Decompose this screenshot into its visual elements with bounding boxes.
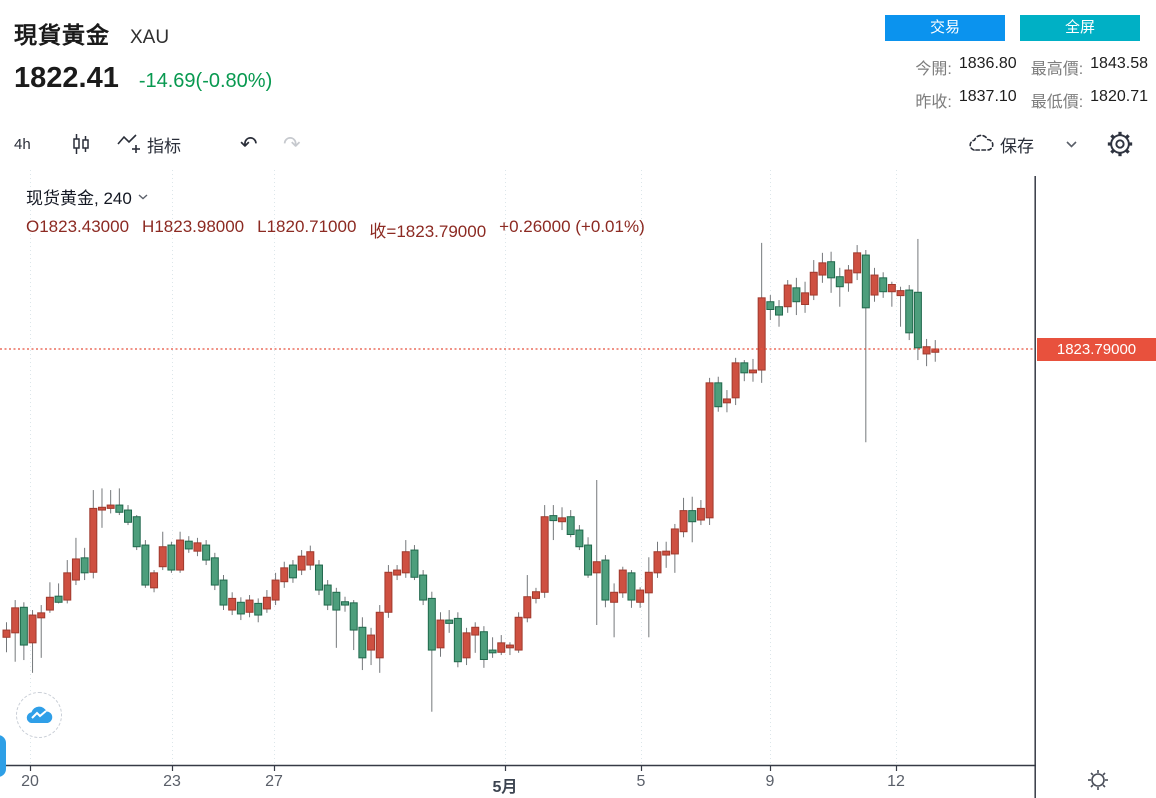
legend-series-title: 现货黄金, 240 [26,189,132,208]
chart-style-button[interactable] [72,128,91,160]
save-button[interactable]: 保存 [968,128,1034,160]
ohlc-open: O1823.43000 [26,217,130,236]
fullscreen-button[interactable]: 全屏 [1020,15,1140,41]
interval-button[interactable]: 4h [14,135,31,153]
x-axis-tick-label: 23 [163,773,181,790]
x-axis[interactable]: 20 23 27 5月 5 9 12 [0,773,1036,796]
candlestick-icon [73,134,89,154]
ohlc-close: 收=1823.79000 [369,222,487,241]
x-axis-tick-label: 9 [765,773,775,790]
chart-legend: 现货黄金, 240 [26,184,148,209]
stats-row-1: 今開: 1836.80 最高價: 1843.58 [915,55,1148,79]
symbol-header: 現貨黃金 XAU [14,16,169,50]
sun-icon [1088,770,1108,790]
chart-pane: 现货黄金, 240 O1823.43000 H1823.98000 L1820.… [0,170,1156,798]
low-label: 最低價: [1030,94,1084,111]
x-axis-tick-label: 27 [265,773,283,790]
x-axis-tick-label: 5 [636,773,646,790]
save-label: 保存 [1000,136,1034,156]
indicators-button[interactable]: 指标 [117,128,181,160]
legend-chevron-icon[interactable] [138,193,148,200]
prev-close-label: 昨收: [915,94,952,111]
current-price-axis-label: 1823.79000 [1037,338,1156,361]
ohlc-change: +0.26000 (+0.01%) [499,217,645,236]
save-menu-chevron[interactable] [1066,128,1077,160]
indicators-label: 指标 [147,136,181,156]
cloud-chart-icon [26,706,53,723]
x-axis-tick-label: 12 [887,773,905,790]
high-value: 1843.58 [1090,55,1148,72]
trade-button[interactable]: 交易 [885,15,1005,41]
chart-toolbar: 4h 指标 ↶ ↷ 保存 [0,128,1156,160]
redo-button[interactable]: ↷ [283,132,301,156]
price-header: 1822.41 -14.69(-0.80%) [14,62,272,95]
x-axis-tick-label: 20 [21,773,39,790]
x-axis-tick-label: 5月 [492,779,518,796]
open-label: 今開: [915,61,952,78]
cloud-save-icon [969,134,994,151]
low-value: 1820.71 [1090,88,1148,105]
symbol-name: 現貨黃金 [14,22,110,48]
open-value: 1836.80 [958,55,1017,72]
axis-settings-button[interactable] [1083,765,1113,795]
prev-close-value: 1837.10 [958,88,1017,105]
last-price: 1822.41 [14,62,119,94]
price-change: -14.69(-0.80%) [138,70,273,92]
publish-idea-button[interactable] [16,692,62,738]
undo-button[interactable]: ↶ [240,132,258,156]
stats-row-2: 昨收: 1837.10 最低價: 1820.71 [915,88,1148,112]
ohlc-high: H1823.98000 [142,217,245,236]
ohlc-low: L1820.71000 [257,217,357,236]
high-label: 最高價: [1030,61,1084,78]
chart-canvas[interactable] [0,170,1036,798]
ohlc-readout: O1823.43000 H1823.98000 L1820.71000 收=18… [26,217,645,242]
symbol-ticker: XAU [130,27,170,48]
gear-icon [1107,131,1133,157]
indicator-zigzag-icon [117,134,140,153]
settings-button[interactable] [1106,128,1134,160]
watchlist-drawer-handle[interactable] [0,735,6,777]
chevron-down-icon [1066,140,1077,148]
